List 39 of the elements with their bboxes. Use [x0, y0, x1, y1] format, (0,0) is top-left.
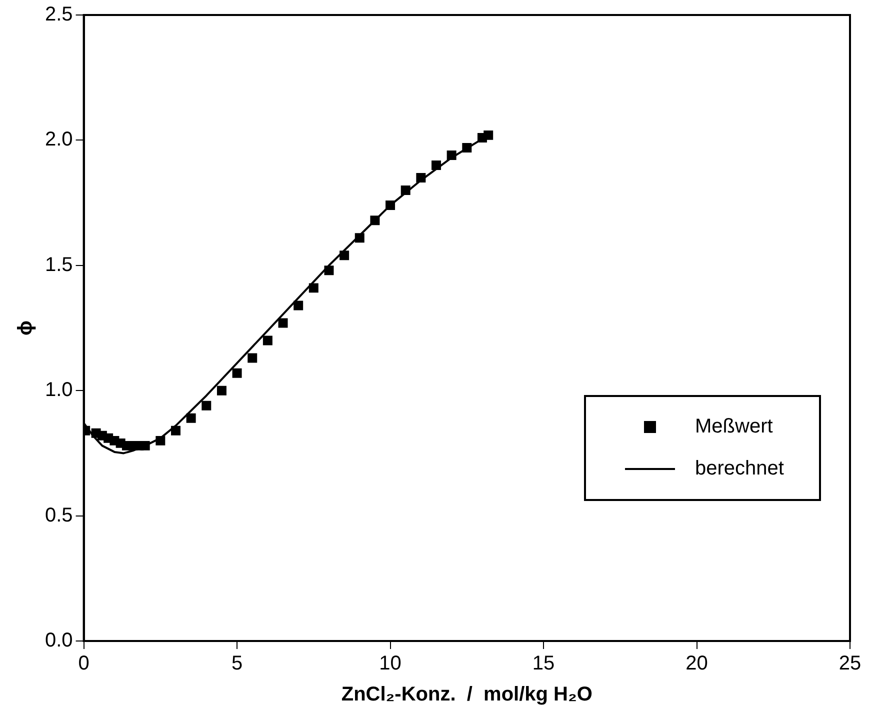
point	[308, 283, 318, 293]
x-axis-title: ZnCl₂-Konz. / mol/kg H₂O	[341, 684, 592, 706]
point	[400, 186, 410, 196]
x-tick-label: 10	[379, 652, 402, 675]
point	[140, 440, 150, 450]
point	[386, 200, 396, 210]
x-tick-label: 20	[686, 652, 708, 675]
point	[171, 426, 180, 436]
point	[462, 142, 472, 152]
point	[156, 436, 166, 446]
point	[340, 250, 350, 260]
x-tick-label: 0	[78, 652, 90, 675]
point	[232, 368, 242, 378]
point	[202, 400, 212, 410]
point	[432, 160, 441, 170]
point	[294, 300, 304, 310]
legend-label: Meßwert	[695, 416, 774, 438]
point	[186, 413, 196, 423]
point	[484, 130, 494, 140]
y-tick-label: 0.0	[44, 630, 73, 652]
point	[324, 266, 334, 276]
point	[354, 233, 364, 243]
x-tick-label: 5	[231, 652, 243, 675]
point	[278, 318, 288, 328]
point	[446, 150, 456, 160]
point	[216, 386, 226, 396]
point	[262, 336, 272, 346]
point	[370, 216, 380, 226]
y-axis-title: ϕ	[14, 320, 37, 336]
y-tick-label: 0.5	[44, 504, 73, 526]
x-tick-label: 25	[838, 652, 862, 675]
y-tick-label: 1.5	[44, 254, 73, 276]
legend-label: berechnet	[695, 458, 784, 480]
y-tick-label: 2.0	[44, 128, 73, 151]
y-tick-label: 1.0	[44, 379, 73, 402]
point	[248, 353, 258, 363]
x-tick-label: 15	[532, 652, 555, 675]
y-tick-label: 2.5	[44, 4, 73, 26]
point	[416, 173, 426, 183]
